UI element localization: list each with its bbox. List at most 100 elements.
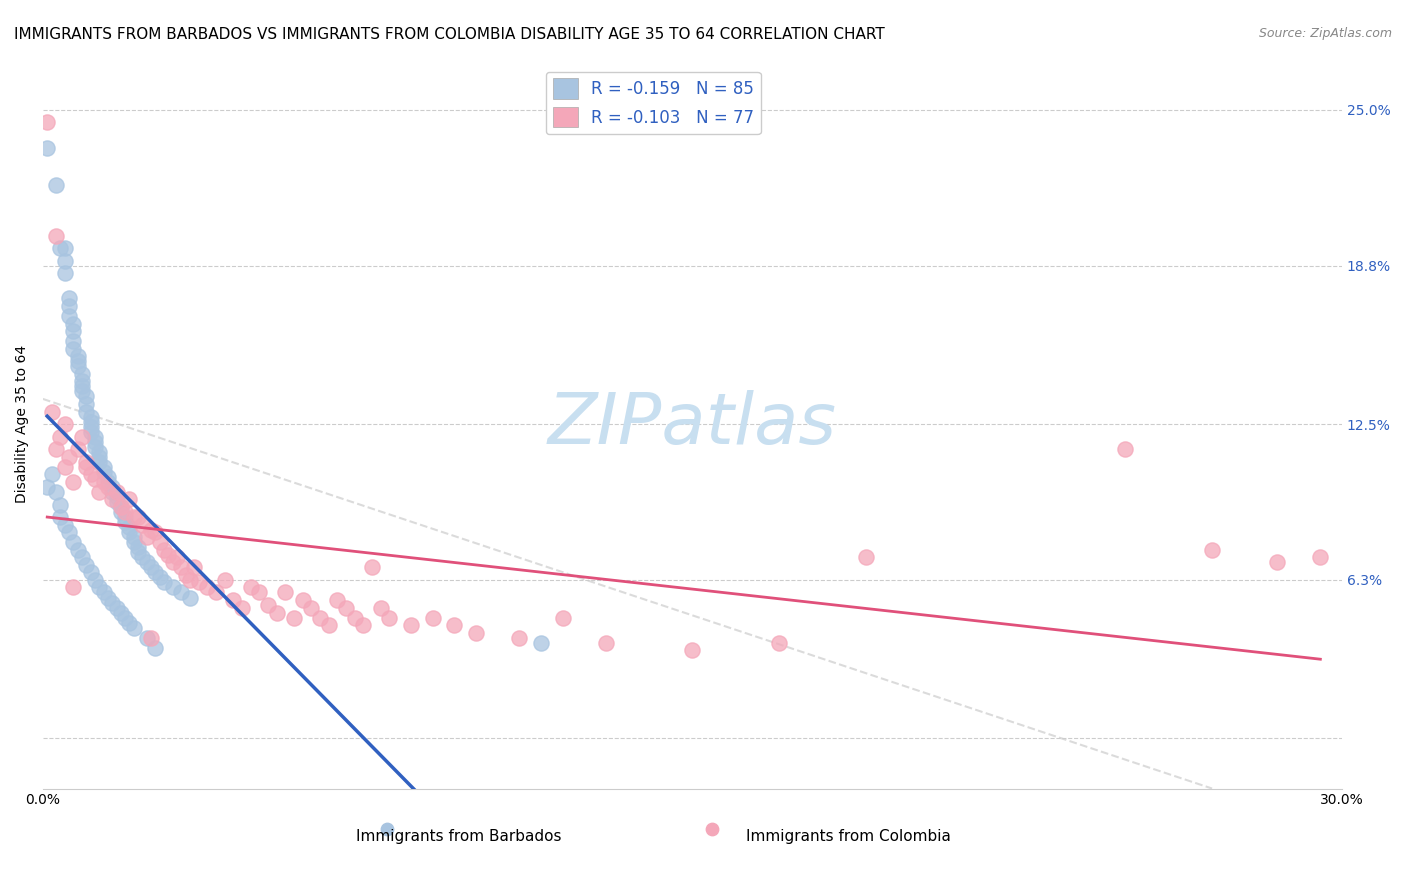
Y-axis label: Disability Age 35 to 64: Disability Age 35 to 64 [15, 345, 30, 503]
Point [127, 545, 149, 559]
Point [83, 573, 105, 587]
Point [131, 550, 153, 565]
Point [105, 600, 128, 615]
Point [101, 492, 124, 507]
Point [145, 525, 167, 540]
Point [62, 535, 84, 549]
Point [443, 618, 465, 632]
Point [58, 299, 80, 313]
Point [101, 480, 124, 494]
Point [145, 566, 167, 580]
Point [114, 515, 136, 529]
Point [79, 566, 101, 580]
Point [214, 573, 236, 587]
Point [62, 342, 84, 356]
Point [122, 530, 145, 544]
Point [105, 490, 128, 504]
Point [114, 610, 136, 624]
Point [299, 600, 322, 615]
Point [187, 575, 209, 590]
Point [157, 548, 180, 562]
Point [62, 581, 84, 595]
Point [58, 525, 80, 540]
Point [53, 253, 76, 268]
Text: Source: ZipAtlas.com: Source: ZipAtlas.com [1258, 27, 1392, 40]
Point [768, 636, 790, 650]
Point [145, 640, 167, 655]
Point [118, 520, 141, 534]
Point [114, 510, 136, 524]
Point [49, 498, 72, 512]
Text: Immigrants from Colombia: Immigrants from Colombia [747, 829, 950, 844]
Point [75, 558, 97, 572]
Point [70, 379, 93, 393]
Point [105, 495, 128, 509]
Point [1201, 542, 1223, 557]
Point [45, 178, 67, 193]
Point [53, 517, 76, 532]
Point [53, 266, 76, 280]
Point [335, 600, 357, 615]
Point [45, 485, 67, 500]
Point [70, 375, 93, 389]
Point [318, 618, 340, 632]
Point [266, 606, 288, 620]
Point [45, 228, 67, 243]
Point [283, 610, 305, 624]
Point [97, 475, 120, 489]
Point [83, 440, 105, 454]
Point [62, 317, 84, 331]
Point [681, 643, 703, 657]
Point [551, 610, 574, 624]
Point [1309, 550, 1331, 565]
Point [141, 631, 163, 645]
Point [135, 530, 157, 544]
Point [75, 397, 97, 411]
Point [170, 585, 193, 599]
Point [105, 485, 128, 500]
Point [58, 450, 80, 464]
Point [93, 585, 115, 599]
Point [352, 618, 374, 632]
Point [70, 430, 93, 444]
Point [41, 404, 63, 418]
Point [141, 523, 163, 537]
Point [127, 540, 149, 554]
Point [53, 417, 76, 431]
Point [222, 593, 245, 607]
Point [75, 459, 97, 474]
Point [110, 500, 132, 514]
Point [101, 485, 124, 500]
Point [89, 581, 111, 595]
Point [309, 610, 332, 624]
Point [343, 610, 366, 624]
Point [97, 470, 120, 484]
Point [58, 292, 80, 306]
Point [49, 430, 72, 444]
Point [422, 610, 444, 624]
Point [70, 384, 93, 399]
Point [257, 598, 280, 612]
Point [1180, 870, 1202, 884]
Point [114, 505, 136, 519]
Point [291, 593, 314, 607]
Point [361, 560, 384, 574]
Point [127, 510, 149, 524]
Point [118, 615, 141, 630]
Point [149, 570, 172, 584]
Point [79, 467, 101, 482]
Point [93, 465, 115, 479]
Point [110, 606, 132, 620]
Point [79, 419, 101, 434]
Point [135, 631, 157, 645]
Point [153, 575, 176, 590]
Point [83, 472, 105, 486]
Point [197, 581, 219, 595]
Point [79, 415, 101, 429]
Point [79, 409, 101, 424]
Point [62, 324, 84, 338]
Point [89, 455, 111, 469]
Point [75, 404, 97, 418]
Text: Immigrants from Barbados: Immigrants from Barbados [356, 829, 561, 844]
Point [239, 581, 262, 595]
